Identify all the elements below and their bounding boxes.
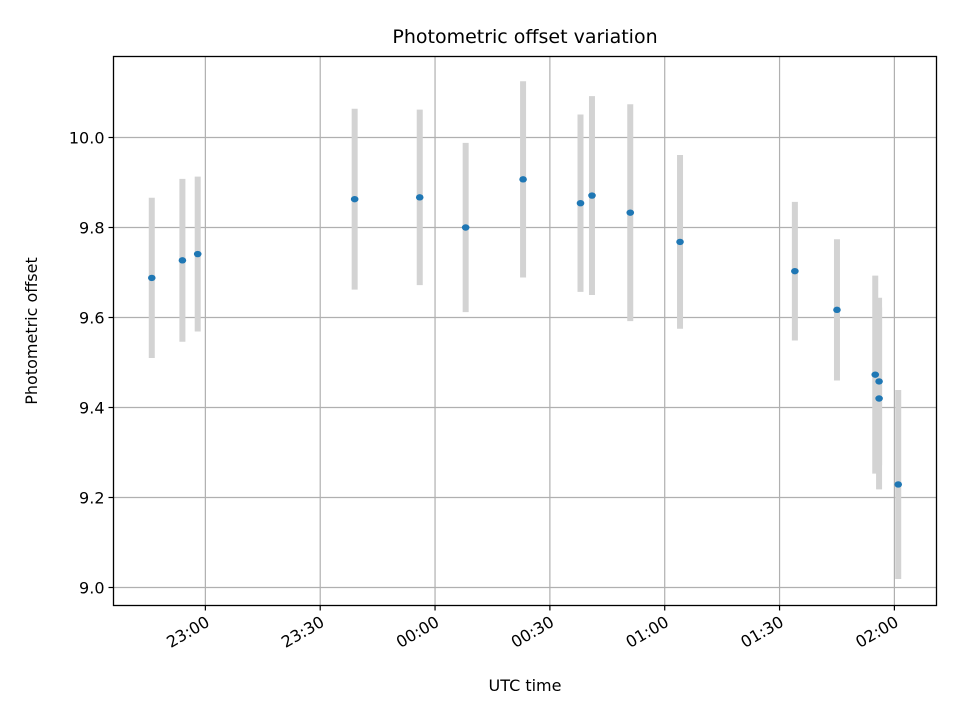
data-point bbox=[676, 238, 684, 246]
data-point bbox=[576, 200, 585, 207]
data-point bbox=[461, 224, 470, 231]
data-point bbox=[350, 195, 359, 203]
point-layer bbox=[147, 176, 903, 488]
y-tick-label: 9.2 bbox=[79, 489, 104, 508]
y-tick-label: 10.0 bbox=[69, 129, 105, 148]
data-point bbox=[875, 395, 883, 402]
y-axis-label: Photometric offset bbox=[22, 257, 41, 405]
y-tick-label: 9.8 bbox=[79, 219, 104, 238]
y-tick-label: 9.4 bbox=[79, 399, 104, 418]
x-axis-label: UTC time bbox=[489, 676, 562, 695]
data-point bbox=[833, 306, 841, 314]
data-point bbox=[193, 250, 202, 258]
chart-title: Photometric offset variation bbox=[392, 26, 657, 48]
data-point bbox=[178, 257, 187, 264]
data-point bbox=[147, 274, 156, 282]
data-point bbox=[626, 209, 635, 216]
data-point bbox=[588, 192, 596, 199]
data-point bbox=[791, 267, 799, 275]
y-tick-label: 9.0 bbox=[79, 579, 104, 598]
data-point bbox=[871, 371, 880, 378]
y-tick-label: 9.6 bbox=[79, 309, 104, 328]
data-point bbox=[875, 378, 883, 385]
data-point bbox=[415, 194, 424, 201]
plot-frame bbox=[112, 55, 938, 607]
data-point bbox=[894, 481, 903, 488]
data-point bbox=[519, 176, 527, 183]
